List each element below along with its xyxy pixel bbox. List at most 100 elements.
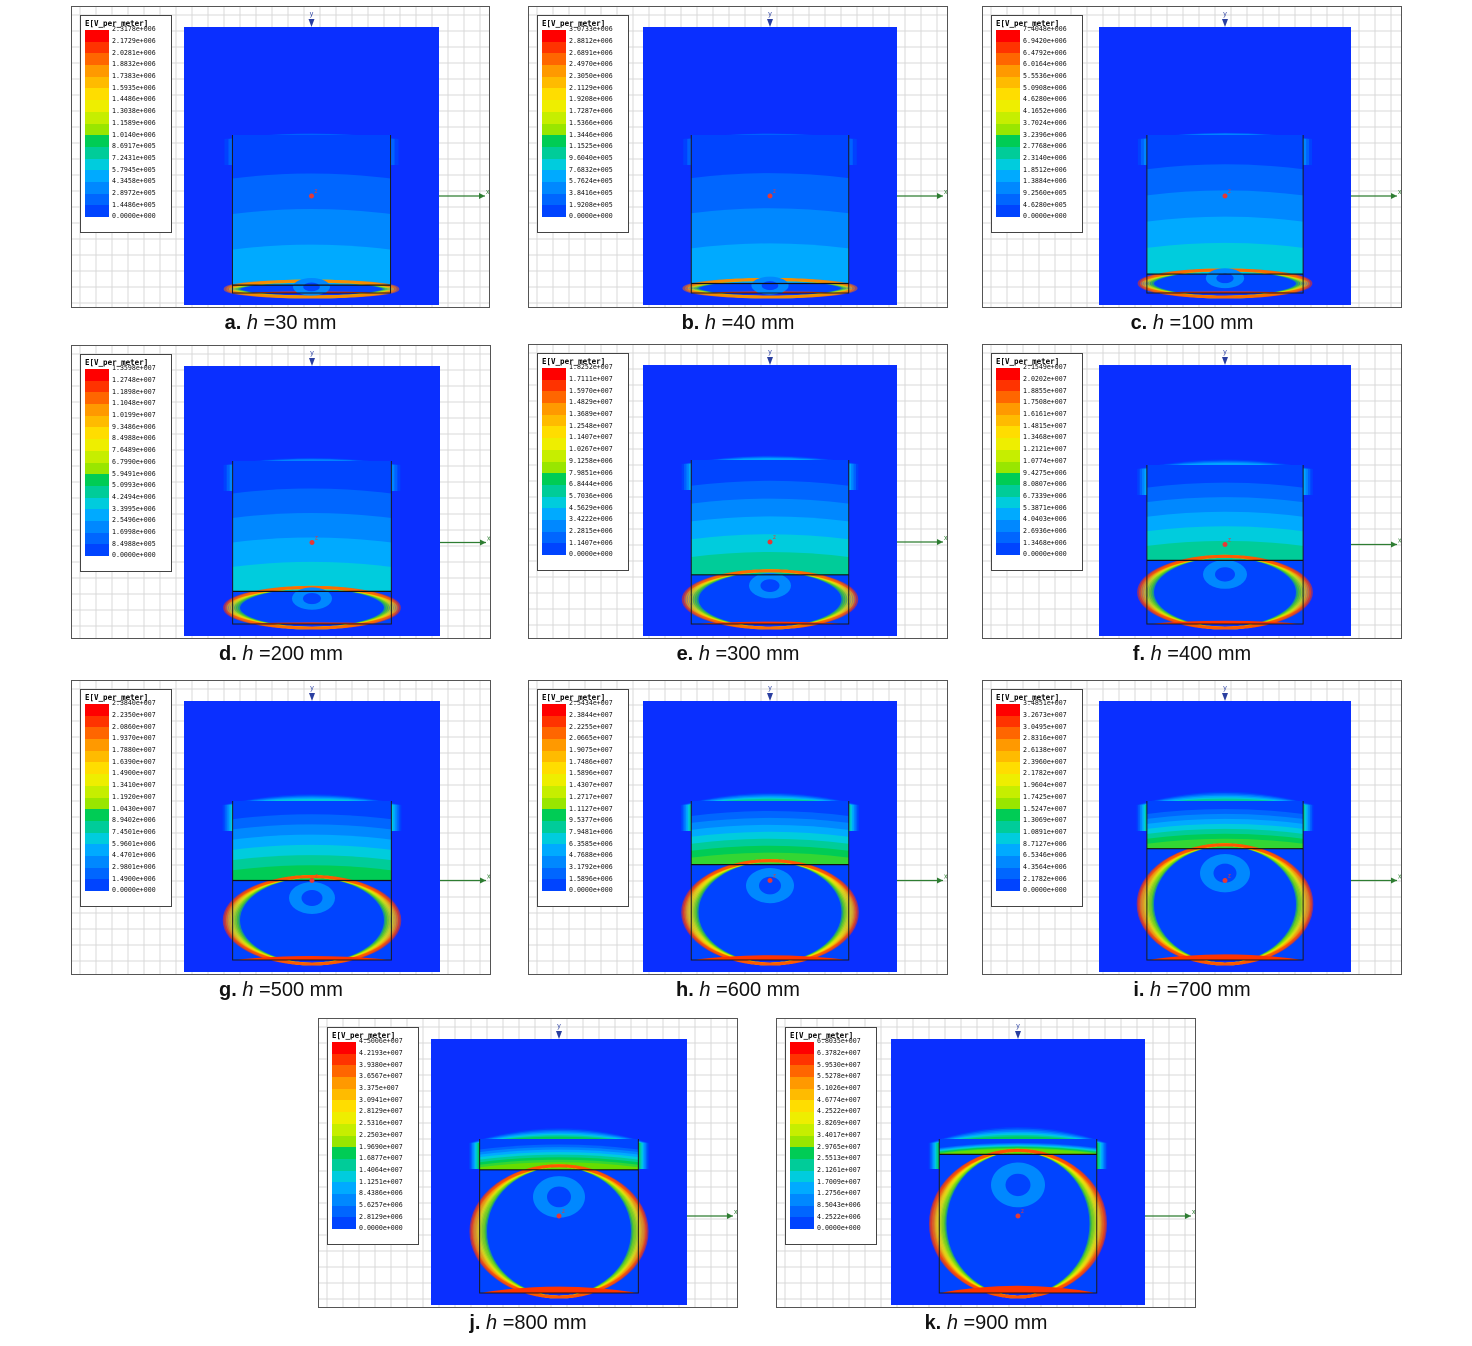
caption-letter: c. xyxy=(1130,312,1153,334)
legend-value: 9.5377e+006 xyxy=(569,816,613,825)
legend-row: 4.5006e+007 xyxy=(332,1038,415,1054)
legend-swatch xyxy=(332,1135,356,1148)
legend-value: 1.5366e+006 xyxy=(569,118,613,127)
legend-value: 2.1129e+006 xyxy=(569,83,613,92)
legend-row: 2.3844e+007 xyxy=(542,712,625,728)
legend-swatch xyxy=(542,461,566,474)
legend-row: 2.5496e+006 xyxy=(85,517,168,533)
legend-swatch xyxy=(790,1182,814,1194)
legend-value: 1.8855e+007 xyxy=(1023,386,1067,395)
container-outline xyxy=(479,1139,639,1294)
legend-swatch xyxy=(996,461,1020,474)
legend-swatch xyxy=(332,1053,356,1066)
legend-swatch xyxy=(542,41,566,54)
legend-row: 0.0000e+000 xyxy=(996,887,1079,903)
caption-h: h xyxy=(1152,312,1164,334)
legend-swatch xyxy=(85,774,109,786)
legend-row: 7.2431e+005 xyxy=(85,154,168,171)
legend-row: 1.7880e+007 xyxy=(85,747,168,763)
legend-value: 1.9604e+007 xyxy=(1023,781,1067,790)
legend-value: 1.6390e+007 xyxy=(112,757,156,766)
panel-a: x y z E[V_per_meter] 2.3178e+006 2.1729e+006 2… xyxy=(71,6,490,342)
legend-row: 9.3486e+006 xyxy=(85,423,168,440)
legend-title: E[V_per_meter] xyxy=(542,19,606,28)
panel-caption: g. h =500 mm xyxy=(71,979,491,1002)
caption-h: h xyxy=(704,312,717,334)
y-axis-arrow xyxy=(1222,357,1228,365)
field-plot: x y z E[V_per_meter] 1.3598e+007 1.2748e+007 1… xyxy=(71,345,491,639)
legend-row: 1.5935e+006 xyxy=(85,83,168,101)
panel-k: x y z E[V_per_meter] 6.8035e+007 6.3782e+007 5… xyxy=(776,1018,1196,1342)
container-outline xyxy=(690,801,850,961)
legend-swatch xyxy=(85,497,109,510)
y-axis-label: y xyxy=(1223,11,1227,18)
legend-value: 1.2717e+007 xyxy=(569,792,613,801)
legend-row: 1.3468e+007 xyxy=(996,434,1079,450)
legend-value: 1.2756e+007 xyxy=(817,1189,861,1198)
legend-value: 4.6280e+006 xyxy=(1023,95,1067,104)
legend-row: 4.6280e+006 xyxy=(996,96,1079,112)
legend-row: 1.1407e+006 xyxy=(542,539,625,555)
y-axis-arrow xyxy=(1222,19,1228,27)
caption-h: h xyxy=(242,643,254,665)
field-band-upper xyxy=(1146,540,1304,561)
legend-value: 7.6832e+005 xyxy=(569,165,613,174)
legend-row: 2.4970e+006 xyxy=(542,61,625,77)
legend-swatch xyxy=(996,146,1020,159)
legend-swatch xyxy=(542,519,566,532)
legend-value: 2.1782e+007 xyxy=(1023,769,1067,778)
legend-row: 8.0807e+006 xyxy=(996,481,1079,497)
legend-value: 0.0000e+000 xyxy=(359,1224,403,1233)
x-axis-label: x xyxy=(944,535,948,542)
panel-caption: f. h =400 mm xyxy=(982,643,1402,666)
legend-value: 1.9208e+005 xyxy=(569,200,613,209)
legend-row: 1.7287e+006 xyxy=(542,108,625,124)
legend-swatch xyxy=(996,193,1020,206)
legend-swatch xyxy=(85,462,109,475)
legend-swatch xyxy=(996,543,1020,555)
legend-swatch xyxy=(85,170,109,182)
caption-letter: j. xyxy=(469,1312,487,1334)
legend-value: 1.4900e+007 xyxy=(112,769,156,778)
panel-caption: e. h =300 mm xyxy=(528,643,948,666)
legend-value: 6.5346e+006 xyxy=(1023,851,1067,860)
legend-swatch xyxy=(332,1182,356,1194)
legend-value: 2.2503e+007 xyxy=(359,1130,403,1139)
field-plot: x y z E[V_per_meter] 2.5434e+007 2.3844e+007 2… xyxy=(528,680,948,975)
y-axis-label: y xyxy=(1016,1023,1020,1030)
caption-h: h xyxy=(486,1312,498,1334)
legend-swatch xyxy=(85,474,109,486)
legend-swatch xyxy=(85,88,109,101)
legend-value: 4.2522e+006 xyxy=(817,1212,861,1221)
panel-f: x y z E[V_per_meter] 2.1549e+007 2.0202e+007 1… xyxy=(982,344,1402,673)
legend-value: 4.3458e+005 xyxy=(112,177,156,186)
panel-e: x y z E[V_per_meter] 1.8252e+007 1.7111e+007 1… xyxy=(528,344,948,673)
legend-row: 4.3564e+006 xyxy=(996,863,1079,880)
legend-row: 5.9530e+007 xyxy=(790,1061,873,1078)
legend-value: 1.4486e+006 xyxy=(112,95,156,104)
field-band-lower xyxy=(222,875,402,966)
x-axis-arrow xyxy=(937,877,943,884)
field-plot: x y z E[V_per_meter] 3.0733e+006 2.8812e+006 2… xyxy=(528,6,948,308)
legend-value: 2.5434e+007 xyxy=(569,699,613,708)
legend-swatch xyxy=(996,855,1020,868)
legend-swatch xyxy=(85,532,109,545)
legend-value: 1.1407e+007 xyxy=(569,433,613,442)
legend-value: 1.3446e+006 xyxy=(569,130,613,139)
legend-row: 2.2815e+006 xyxy=(542,527,625,544)
field-band-lower xyxy=(469,1164,649,1299)
legend-swatch xyxy=(85,855,109,868)
legend-value: 1.5935e+006 xyxy=(112,83,156,92)
legend-row: 0.0000e+000 xyxy=(85,213,168,229)
caption-h: h xyxy=(698,643,710,665)
legend-value: 5.7036e+006 xyxy=(569,491,613,500)
legend-swatch xyxy=(996,368,1020,380)
legend-value: 3.0495e+007 xyxy=(1023,722,1067,731)
legend-swatch xyxy=(542,508,566,520)
legend-row: 2.3140e+006 xyxy=(996,154,1079,171)
legend-value: 2.5513e+007 xyxy=(817,1154,861,1163)
colorbar-legend: E[V_per_meter] 1.3598e+007 1.2748e+007 1.18… xyxy=(80,354,172,572)
origin-marker xyxy=(1222,878,1228,883)
legend-value: 1.6998e+006 xyxy=(112,527,156,536)
legend-swatch xyxy=(332,1217,356,1229)
